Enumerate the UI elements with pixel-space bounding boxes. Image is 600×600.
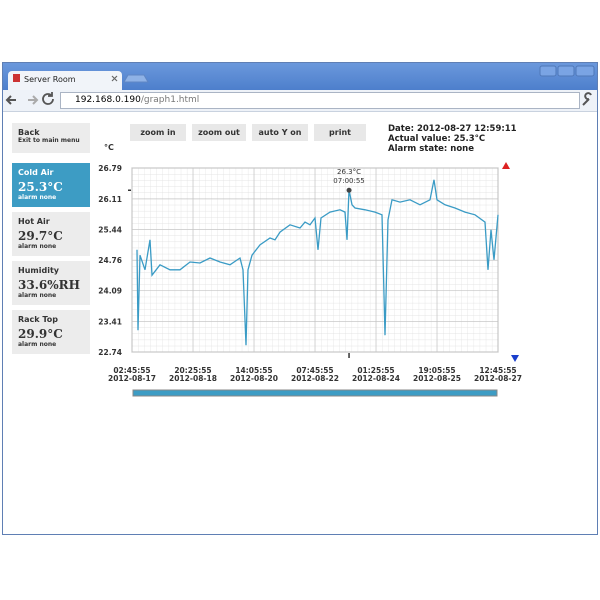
back-subtitle: Exit to main menu xyxy=(18,137,80,144)
x-tick-label: 02:45:55 2012-08-17 xyxy=(108,366,156,383)
forward-icon[interactable] xyxy=(28,95,39,105)
maximize[interactable] xyxy=(557,65,575,77)
y-tick-label: 26.11 xyxy=(98,195,122,204)
x-tick-label: 14:05:55 2012-08-20 xyxy=(230,366,278,383)
info-actual: Actual value: 25.3°C xyxy=(388,134,486,144)
new-tab[interactable] xyxy=(123,74,149,83)
y-unit: °C xyxy=(104,143,114,152)
url-path: /graph1.html xyxy=(140,95,200,105)
tab-close[interactable] xyxy=(111,75,118,82)
address-bar[interactable]: 192.168.0.190/graph1.html xyxy=(60,92,580,109)
sensor-button[interactable]: Hot Air 29.7°C alarm none xyxy=(12,212,90,256)
toolbar-button[interactable]: zoom out xyxy=(192,124,246,141)
sensor-status: alarm none xyxy=(18,292,57,299)
scroll-down[interactable] xyxy=(511,355,519,362)
y-tick-label: 23.41 xyxy=(98,318,122,327)
back-icon[interactable] xyxy=(5,95,16,105)
toolbar-button[interactable]: zoom in xyxy=(130,124,186,141)
tab[interactable] xyxy=(8,71,122,90)
sensor-button[interactable]: Rack Top 29.9°C alarm none xyxy=(12,310,90,354)
x-tick-label: 12:45:55 2012-08-27 xyxy=(474,366,522,383)
cursor-value-label: 26.3°C xyxy=(337,168,361,176)
toolbar-button[interactable]: print xyxy=(314,124,366,141)
cursor-time-label: 07:00:55 xyxy=(333,177,364,185)
sensor-value: 29.9°C xyxy=(18,327,63,341)
cursor-dot xyxy=(346,187,352,193)
sensor-name: Rack Top xyxy=(18,315,59,324)
reload-icon[interactable] xyxy=(42,92,54,105)
back-button[interactable]: Back Exit to main menu xyxy=(12,123,90,153)
sensor-button[interactable]: Humidity 33.6%RH alarm none xyxy=(12,261,90,305)
sensor-status: alarm none xyxy=(18,243,57,250)
sensor-value: 25.3°C xyxy=(18,180,63,194)
sensor-name: Cold Air xyxy=(18,168,54,177)
sensor-status: alarm none xyxy=(18,194,57,201)
y-tick-label: 25.44 xyxy=(98,225,122,234)
sensor-value: 29.7°C xyxy=(18,229,63,243)
data-line xyxy=(136,179,499,346)
info-date: Date: 2012-08-27 12:59:11 xyxy=(388,124,517,134)
info-alarm: Alarm state: none xyxy=(388,144,474,154)
url-host: 192.168.0.190 xyxy=(75,95,141,105)
x-tick-label: 20:25:55 2012-08-18 xyxy=(169,366,217,383)
toolbar-button[interactable]: auto Y on xyxy=(252,124,308,141)
wrench-icon[interactable] xyxy=(582,92,592,106)
range-scrollbar[interactable] xyxy=(132,389,498,397)
sensor-button[interactable]: Cold Air 25.3°C alarm none xyxy=(12,163,90,207)
sensor-value: 33.6%RH xyxy=(18,278,80,292)
close-window[interactable] xyxy=(575,65,595,77)
sensor-name: Humidity xyxy=(18,266,59,275)
minimize[interactable] xyxy=(539,65,557,77)
tab-icon xyxy=(13,74,20,82)
sensor-name: Hot Air xyxy=(18,217,50,226)
tab-title: Server Room xyxy=(24,75,76,84)
y-tick-label: 24.76 xyxy=(98,256,122,265)
x-tick-label: 07:45:55 2012-08-22 xyxy=(291,366,339,383)
sensor-status: alarm none xyxy=(18,341,57,348)
x-tick-label: 19:05:55 2012-08-25 xyxy=(413,366,461,383)
y-tick-label: 26.79 xyxy=(98,164,122,173)
y-tick-label: 24.09 xyxy=(98,287,122,296)
y-tick-label: 22.74 xyxy=(98,348,122,357)
scroll-up[interactable] xyxy=(502,162,510,169)
x-tick-label: 01:25:55 2012-08-24 xyxy=(352,366,400,383)
back-title: Back xyxy=(18,128,40,137)
